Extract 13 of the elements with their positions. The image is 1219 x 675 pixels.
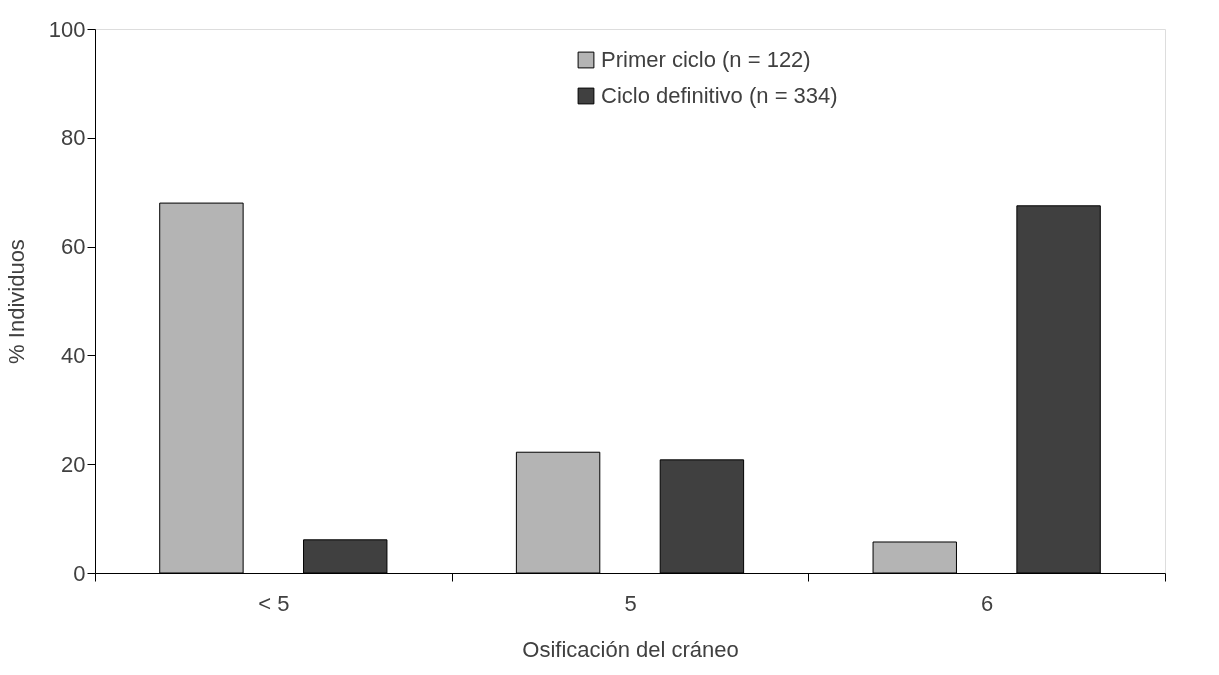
y-tick-label: 60 (61, 234, 86, 260)
y-axis-title: % Individuos (3, 239, 29, 364)
x-tick-label: < 5 (258, 590, 290, 616)
y-tick-label: 40 (61, 342, 86, 368)
y-tick-label: 20 (61, 451, 86, 477)
y-tick-label: 0 (73, 560, 86, 586)
y-tick-label: 80 (61, 125, 86, 151)
y-tick-label: 100 (48, 16, 86, 42)
legend-label: Ciclo definitivo (n = 334) (601, 83, 838, 108)
x-axis-title: Osificación del cráneo (522, 636, 739, 662)
legend-label: Primer ciclo (n = 122) (601, 47, 811, 72)
x-tick-label: 5 (624, 590, 637, 616)
x-tick-label: 6 (981, 590, 994, 616)
